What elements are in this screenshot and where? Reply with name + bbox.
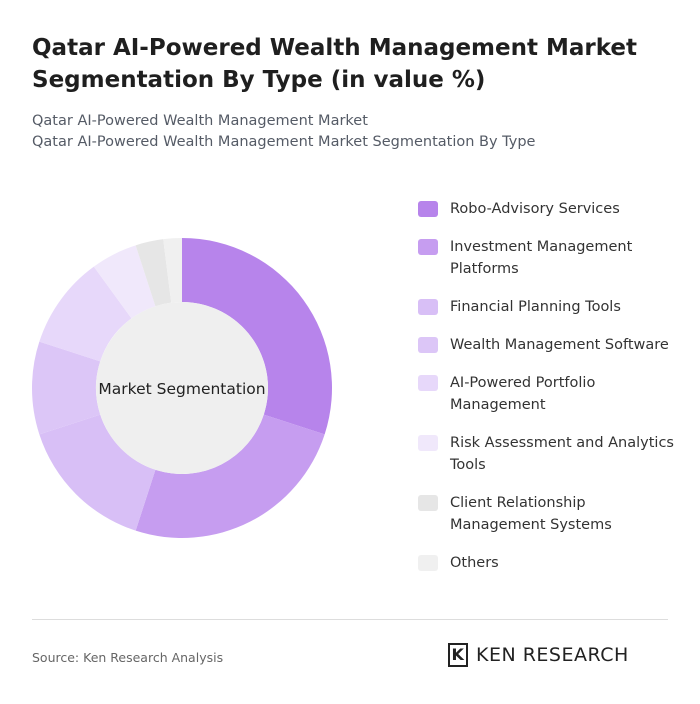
legend-item: AI-Powered Portfolio Management [418,372,678,416]
legend-label: Others [450,555,499,571]
legend-label: Investment Management Platforms [450,239,633,277]
legend-item: Others [418,552,678,574]
donut-segment [135,414,325,538]
legend-item: Robo-Advisory Services [418,198,678,220]
legend-label: Risk Assessment and Analytics Tools [450,435,674,473]
donut-segment [135,239,172,307]
donut-segment [39,266,132,362]
center-label: Market Segmentation [98,380,265,398]
subtitle: Qatar AI-Powered Wealth Management Marke… [32,134,536,150]
brand-logo: K KEN RESEARCH [448,643,629,667]
legend-swatch [418,299,438,315]
legend-label: Robo-Advisory Services [450,201,620,217]
legend-swatch [418,239,438,255]
subtitle: Qatar AI-Powered Wealth Management Marke… [32,113,368,129]
legend-swatch [418,495,438,511]
legend-item: Wealth Management Software [418,334,678,356]
legend-item: Investment Management Platforms [418,236,678,280]
legend-item: Client Relationship Management Systems [418,492,678,536]
chart-title: Qatar AI-Powered Wealth Management Marke… [32,35,638,93]
donut-segment [32,341,101,435]
donut-chart: Market Segmentation [32,238,332,538]
donut-segment [163,238,182,303]
legend-swatch [418,201,438,217]
legend-label: Client Relationship Management Systems [450,495,612,533]
donut-segment [182,238,332,435]
legend-label: Wealth Management Software [450,337,669,353]
source: Source: Ken Research Analysis [32,650,224,665]
legend: Robo-Advisory Services Investment Managem… [418,198,678,590]
legend-item: Financial Planning Tools [418,296,678,318]
donut-segment [93,245,156,319]
brand-icon: K [448,643,468,667]
legend-swatch [418,435,438,451]
divider [32,619,668,620]
legend-swatch [418,375,438,391]
legend-label: Financial Planning Tools [450,299,621,315]
legend-item: Risk Assessment and Analytics Tools [418,432,678,476]
donut-segment [39,414,156,531]
brand-text: KEN RESEARCH [476,644,629,666]
legend-swatch [418,555,438,571]
legend-swatch [418,337,438,353]
donut-hole [96,302,268,474]
legend-label: AI-Powered Portfolio Management [450,375,596,413]
